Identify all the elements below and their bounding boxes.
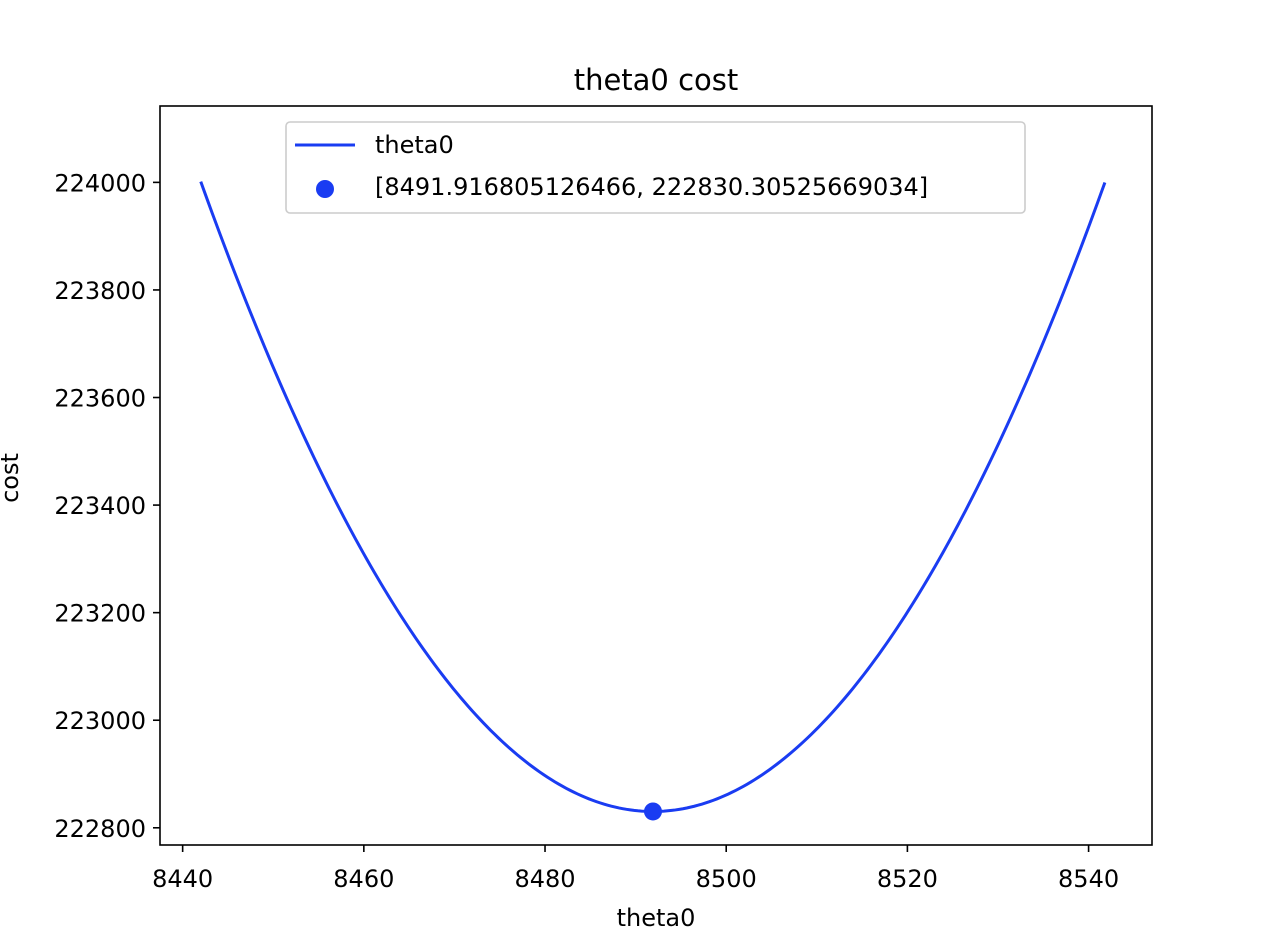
plot-frame — [159, 105, 1153, 846]
y-axis-label: cost — [0, 453, 24, 503]
x-tick-label: 8540 — [1058, 865, 1119, 893]
chart-title: theta0 cost — [574, 63, 739, 97]
x-axis-label: theta0 — [617, 904, 696, 932]
legend-box — [285, 121, 1026, 214]
y-tick-label: 224000 — [54, 169, 146, 197]
legend: theta0 [8491.916805126466, 222830.305256… — [285, 121, 1026, 214]
y-tick-label: 223600 — [54, 385, 146, 413]
minimum-point-marker — [643, 802, 662, 821]
x-tick-label: 8480 — [514, 865, 575, 893]
y-tick-label: 223000 — [54, 707, 146, 735]
legend-point-swatch — [316, 180, 334, 198]
plot-area — [199, 181, 1107, 821]
x-tick-label: 8520 — [877, 865, 938, 893]
y-tick-label: 223400 — [54, 492, 146, 520]
x-tick-label: 8500 — [696, 865, 757, 893]
y-tick-label: 223800 — [54, 277, 146, 305]
x-tick-label: 8440 — [152, 865, 213, 893]
x-axis: 8440 8460 8480 8500 8520 8540 — [152, 845, 1119, 893]
legend-label-point: [8491.916805126466, 222830.30525669034] — [375, 173, 928, 201]
x-tick-label: 8460 — [333, 865, 394, 893]
y-axis: 222800 223000 223200 223400 223600 223800 2240… — [54, 169, 160, 843]
y-tick-label: 223200 — [54, 600, 146, 628]
legend-label-line: theta0 — [375, 131, 454, 159]
y-tick-label: 222800 — [54, 815, 146, 843]
